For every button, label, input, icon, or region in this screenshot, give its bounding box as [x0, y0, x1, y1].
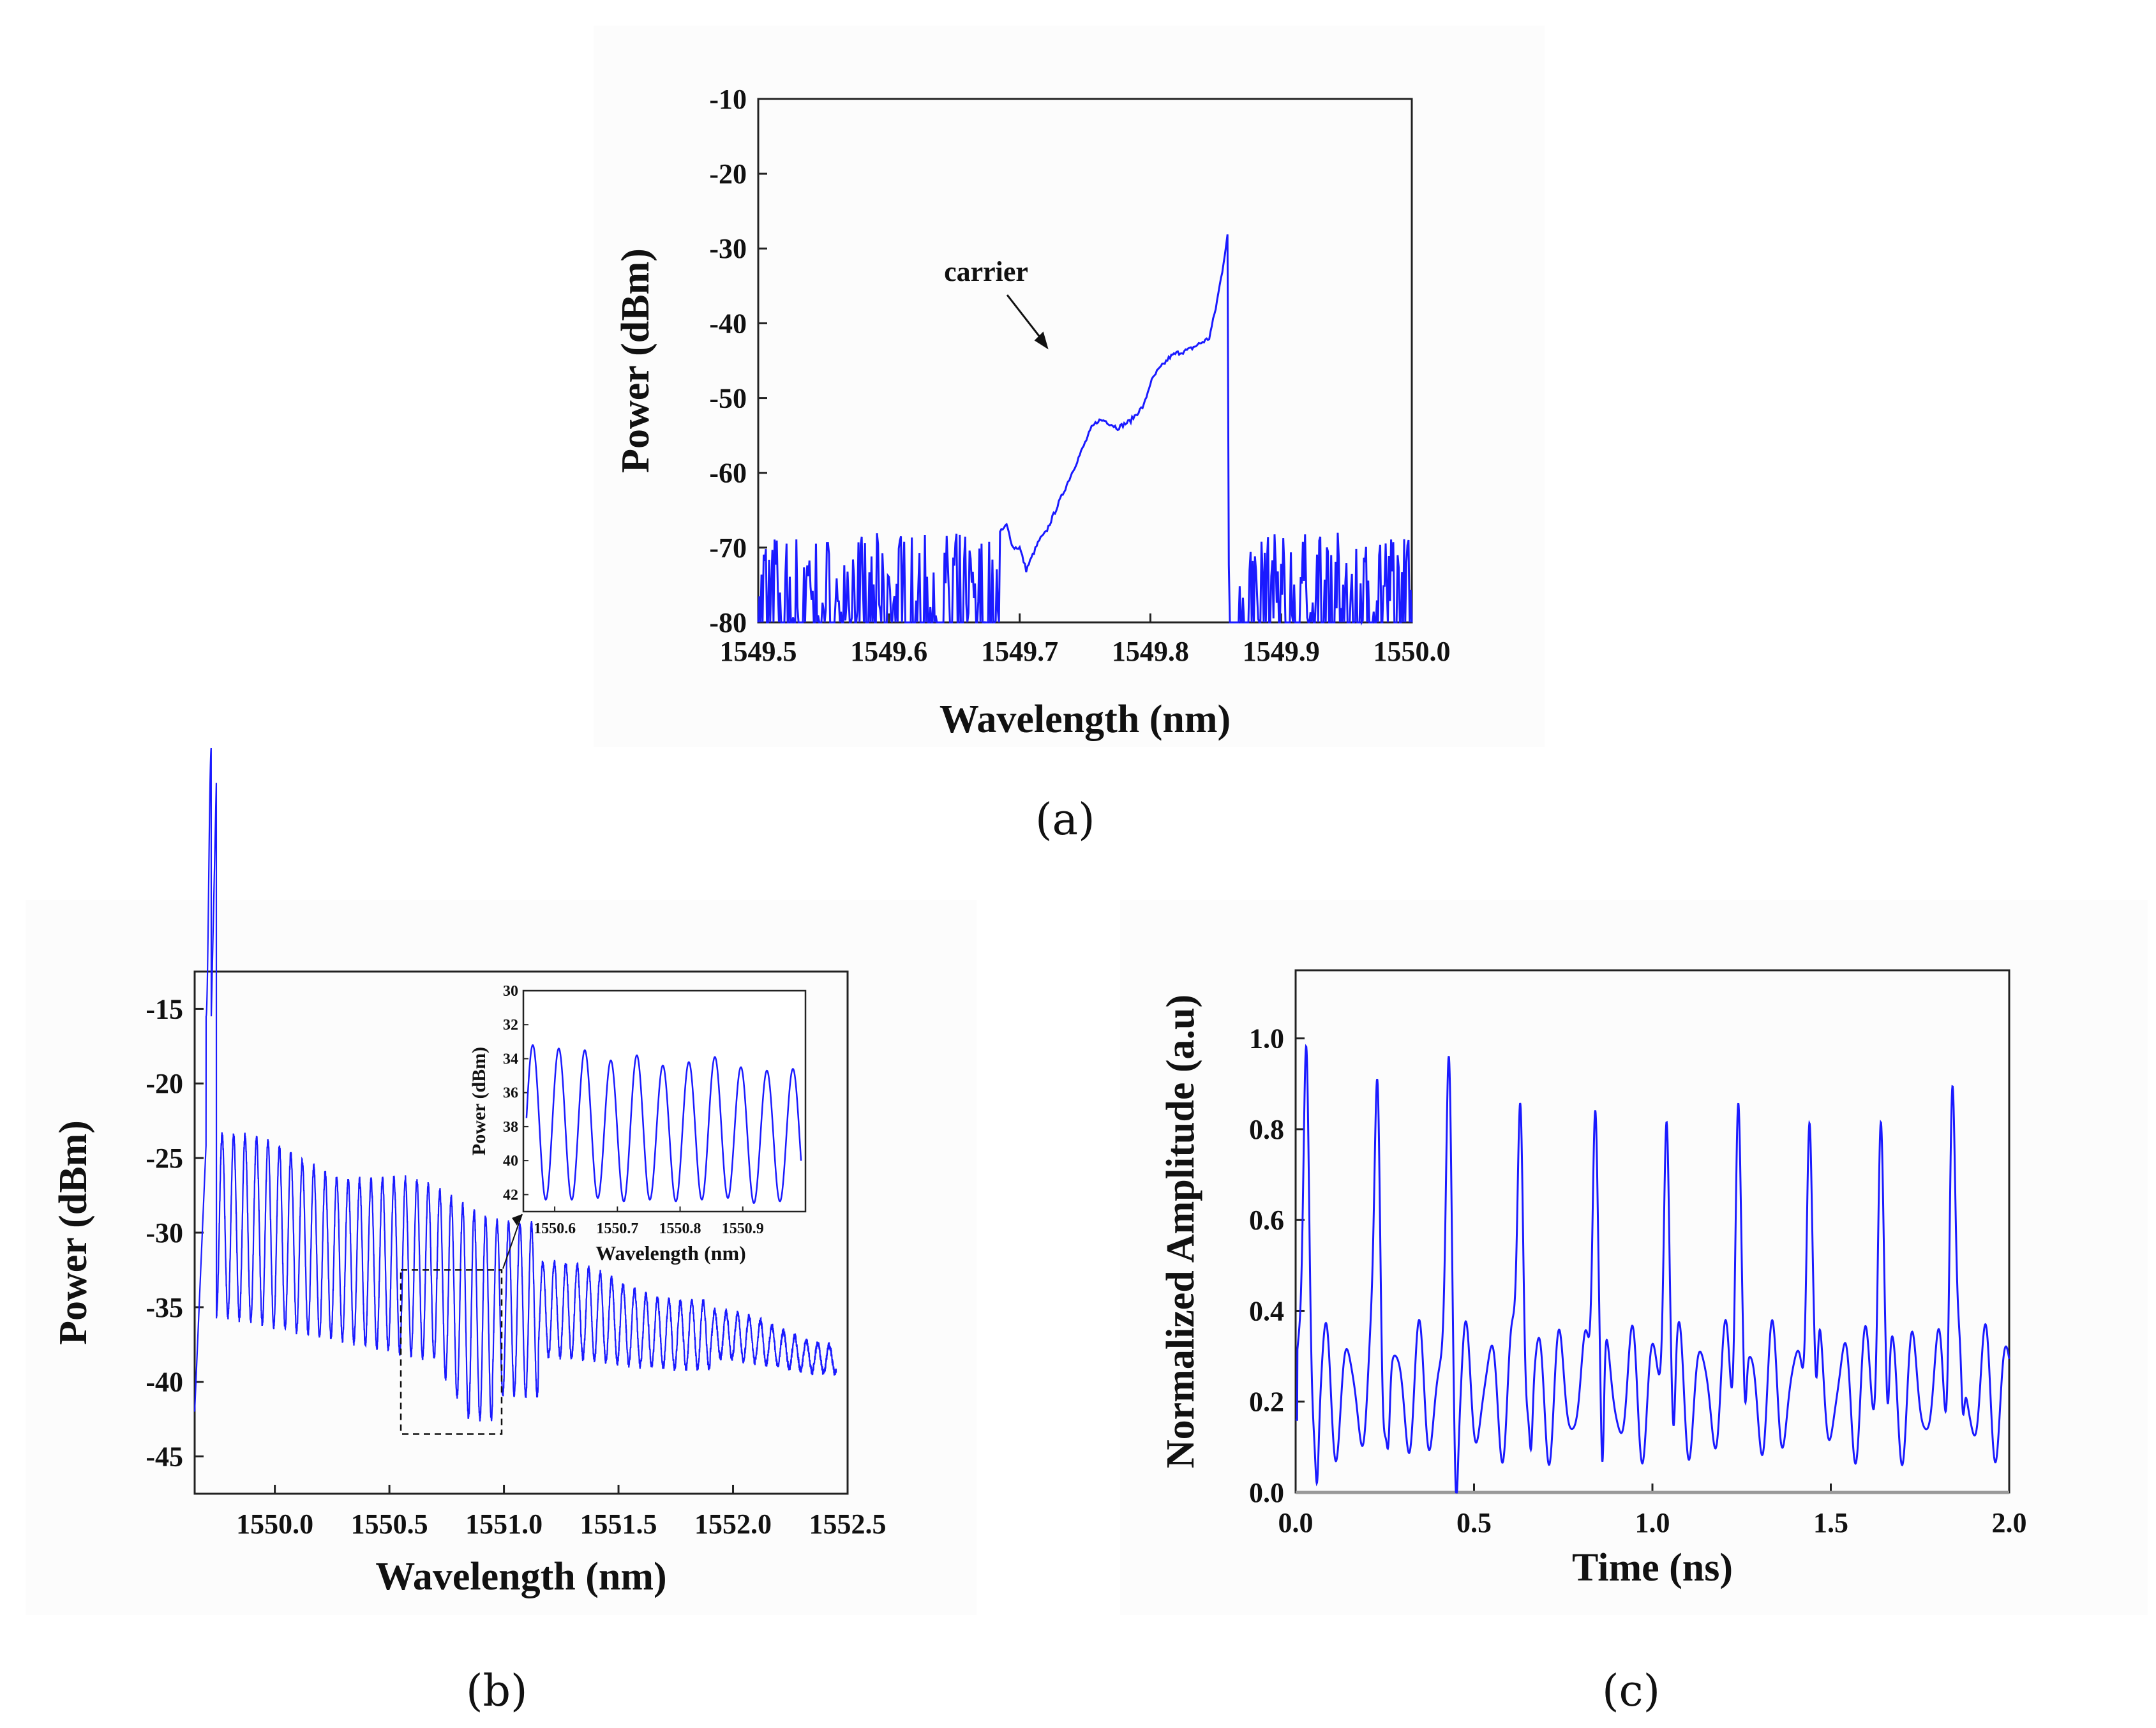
panel-a-background	[594, 26, 1545, 747]
y-axis-label: Power (dBm)	[52, 1120, 95, 1345]
inset-y-axis-label: Power (dBm)	[468, 1047, 490, 1155]
plot-frame	[757, 98, 1413, 624]
x-axis-label: Time (ns)	[1572, 1546, 1733, 1589]
x-tick-label: 1549.9	[1243, 636, 1320, 667]
x-tick-label: 2.0	[1992, 1507, 2027, 1538]
x-tick-label: 0.5	[1456, 1507, 1492, 1538]
y-tick-label: -60	[709, 458, 747, 489]
zoom-box	[400, 1269, 503, 1435]
x-tick-label: 1551.5	[580, 1508, 657, 1540]
comb-spectrum-line	[193, 748, 837, 1422]
inset-y-tick-label: 38	[503, 1119, 518, 1136]
inset-y-tick-label: 32	[503, 1017, 518, 1033]
x-tick-label: 1.0	[1635, 1507, 1670, 1538]
x-tick-label: 1551.0	[465, 1508, 543, 1540]
inset-x-tick-label: 1550.9	[722, 1221, 764, 1237]
x-axis-label: Wavelength (nm)	[375, 1555, 666, 1598]
x-tick-label: 1.5	[1813, 1507, 1848, 1538]
y-tick-label: 0.6	[1249, 1205, 1284, 1236]
inset-y-tick-label: 36	[503, 1085, 518, 1102]
caption-b: (b)	[466, 1666, 528, 1717]
x-tick-label: 1549.5	[720, 636, 797, 667]
y-tick-label: -40	[146, 1367, 183, 1398]
y-axis-label: Normalized Amplitude (a.u)	[1159, 995, 1202, 1468]
y-tick-label: -80	[709, 607, 747, 638]
inset-x-axis-label: Wavelength (nm)	[595, 1242, 746, 1265]
inset-y-tick-label: 34	[503, 1051, 518, 1067]
inset-spectrum-line	[525, 1044, 802, 1204]
x-tick-label: 1550.5	[351, 1508, 428, 1540]
y-tick-label: 0.0	[1249, 1477, 1284, 1508]
x-tick-label: 1550.0	[1374, 636, 1451, 667]
y-tick-label: 0.2	[1249, 1386, 1284, 1418]
y-tick-label: -20	[709, 158, 747, 190]
x-tick-label: 1549.8	[1112, 636, 1189, 667]
carrier-arrow-head	[1034, 331, 1049, 350]
y-tick-label: -35	[146, 1292, 183, 1323]
y-tick-label: -70	[709, 532, 747, 564]
y-tick-label: 0.4	[1249, 1295, 1284, 1326]
caption-a: (a)	[1035, 795, 1095, 845]
y-tick-label: -40	[709, 308, 747, 339]
y-tick-label: -25	[146, 1143, 183, 1174]
inset-x-tick-label: 1550.7	[596, 1221, 638, 1237]
x-tick-label: 1549.6	[850, 636, 927, 667]
y-tick-label: 1.0	[1249, 1023, 1284, 1055]
x-axis-label: Wavelength (nm)	[940, 698, 1231, 741]
carrier-arrow-line	[1006, 294, 1045, 344]
caption-c: (c)	[1602, 1666, 1661, 1717]
y-tick-label: -15	[146, 993, 183, 1025]
y-tick-label: -30	[146, 1217, 183, 1249]
y-tick-label: -50	[709, 383, 747, 414]
spectrum-line	[757, 234, 1413, 626]
x-tick-label: 1552.0	[694, 1508, 772, 1540]
panel-c-background	[1120, 900, 2148, 1615]
carrier-annotation: carrier	[944, 256, 1028, 287]
y-tick-label: -45	[146, 1441, 183, 1473]
y-tick-label: -30	[709, 233, 747, 264]
inset-x-tick-label: 1550.6	[534, 1221, 576, 1237]
inset-y-tick-label: 30	[503, 983, 518, 1000]
panel-b-background	[26, 900, 977, 1615]
inset-x-tick-label: 1550.8	[659, 1221, 701, 1237]
plot-frame	[1294, 969, 2010, 1494]
inset-connector-line	[502, 1213, 523, 1269]
inset-y-tick-label: 40	[503, 1153, 518, 1169]
x-tick-label: 1552.5	[809, 1508, 887, 1540]
y-tick-label: 0.8	[1249, 1114, 1284, 1145]
x-tick-label: 1550.0	[236, 1508, 313, 1540]
pulse-train-line	[1296, 1044, 2010, 1494]
x-tick-label: 1549.7	[981, 636, 1058, 667]
x-tick-label: 0.0	[1278, 1507, 1314, 1538]
y-tick-label: -10	[709, 84, 747, 115]
y-tick-label: -20	[146, 1068, 183, 1099]
inset-connector-head	[512, 1214, 522, 1226]
inset-y-tick-label: 42	[503, 1187, 518, 1203]
y-axis-label: Power (dBm)	[614, 248, 657, 473]
